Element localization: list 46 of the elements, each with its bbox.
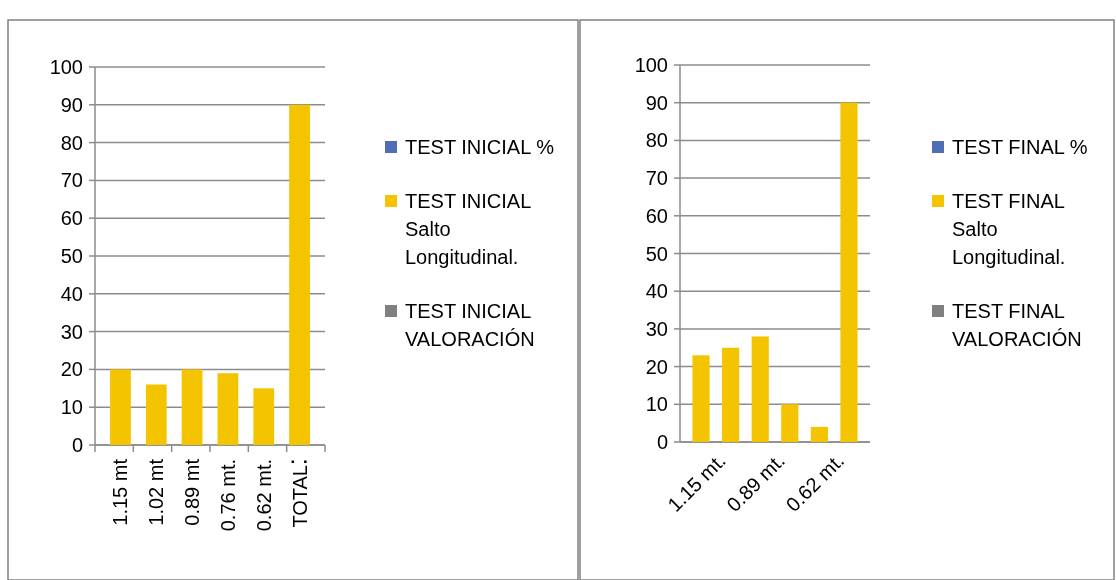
bar — [722, 347, 740, 442]
y-tick-label: 100 — [49, 56, 83, 78]
legend-label: TEST FINAL % — [952, 136, 1088, 158]
y-tick-label: 10 — [645, 393, 668, 416]
x-tick-label: 0.76 mt. — [216, 459, 239, 532]
bar — [253, 388, 275, 445]
bar — [781, 404, 799, 442]
bar — [181, 369, 203, 445]
bar — [751, 336, 769, 442]
y-tick-label: 90 — [60, 93, 83, 116]
y-tick-label: 60 — [60, 207, 83, 230]
y-tick-label: 60 — [645, 204, 668, 227]
bar — [145, 384, 167, 445]
x-tick-label: 0.62 mt. — [252, 459, 275, 532]
legend-label: TEST FINAL Salto Longitudinal. — [952, 190, 1066, 268]
y-tick-label: 40 — [60, 282, 83, 305]
bar — [810, 426, 828, 442]
bar — [840, 102, 858, 442]
x-tick-label: TOTAL — [288, 465, 311, 528]
legend-label: TEST INICIAL VALORACIÓN — [405, 300, 535, 350]
y-tick-label: 20 — [60, 358, 83, 381]
y-tick-label: 0 — [656, 431, 668, 453]
bar — [110, 369, 131, 445]
y-tick-label: 70 — [60, 169, 83, 192]
bar — [289, 104, 310, 445]
y-tick-label: 80 — [645, 129, 668, 152]
y-tick-label: 40 — [645, 280, 668, 303]
y-tick-label: 100 — [634, 54, 668, 76]
legend-label: TEST FINAL VALORACIÓN — [952, 300, 1082, 350]
y-tick-label: 30 — [645, 317, 668, 340]
y-tick-label: 80 — [60, 131, 83, 154]
y-tick-label: 20 — [645, 355, 668, 378]
y-tick-label: 90 — [645, 91, 668, 114]
y-tick-label: 70 — [645, 167, 668, 190]
y-tick-label: 50 — [645, 242, 668, 265]
x-tick-label: 1.02 mt — [145, 458, 168, 526]
legend-label: TEST INICIAL Salto Longitudinal. — [405, 190, 532, 268]
y-tick-label: 10 — [60, 396, 83, 419]
bar — [217, 373, 239, 445]
x-tick-label: 0.89 mt — [181, 458, 204, 526]
bar — [692, 355, 710, 442]
y-tick-label: 50 — [60, 245, 83, 267]
legend-label: TEST INICIAL % — [405, 136, 555, 158]
y-tick-label: 30 — [60, 320, 83, 343]
x-tick-label: 1.15 mt — [109, 458, 132, 526]
y-tick-label: 0 — [71, 434, 83, 456]
